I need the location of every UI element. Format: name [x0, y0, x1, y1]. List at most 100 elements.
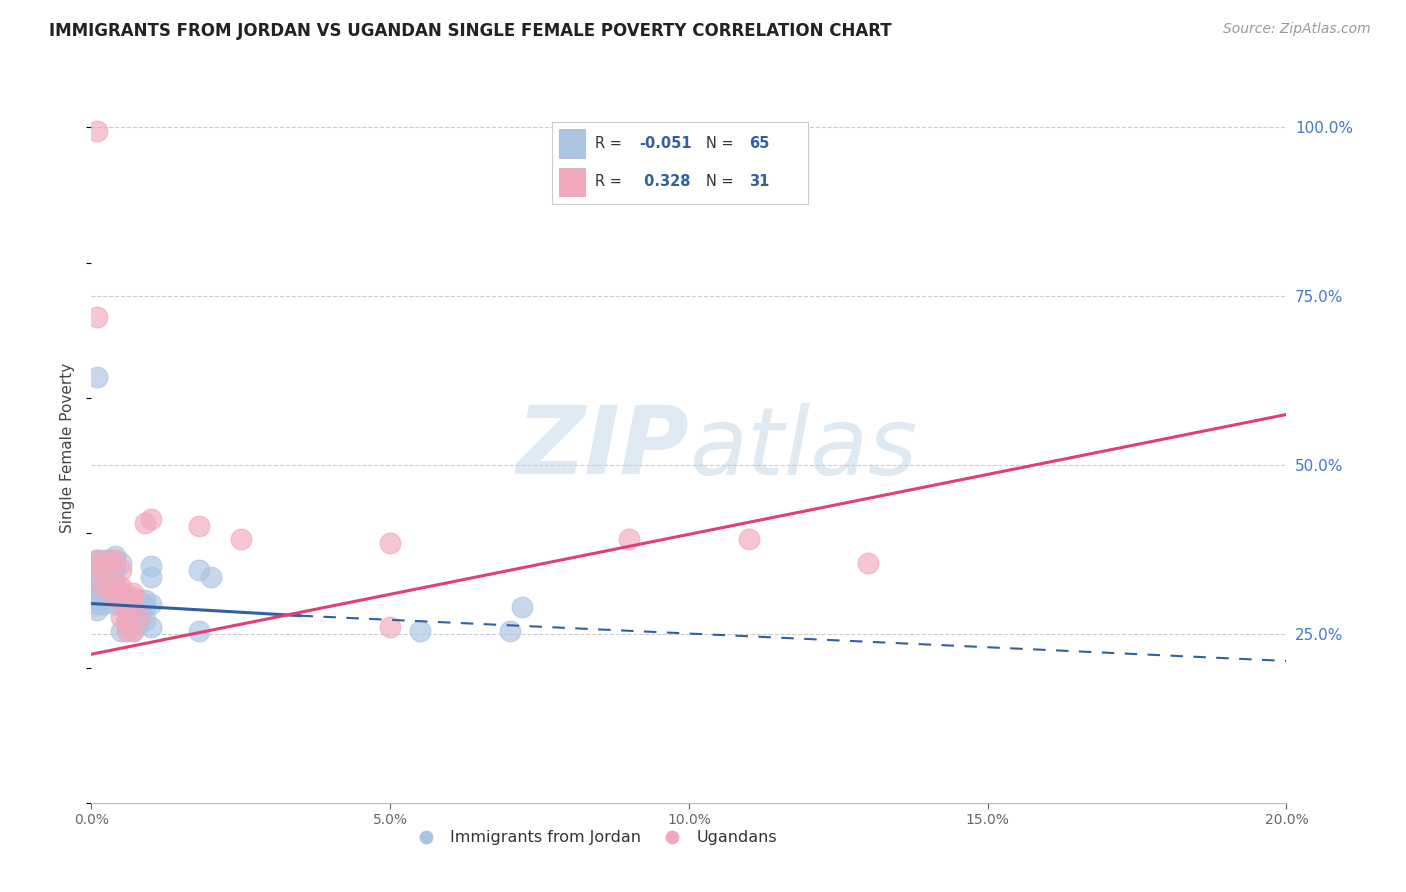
Point — [86, 603, 108, 617]
Point — [134, 516, 156, 530]
Point — [128, 593, 150, 607]
Text: ZIP: ZIP — [516, 402, 689, 494]
Point — [104, 576, 127, 591]
Point — [93, 556, 115, 570]
Point — [86, 559, 108, 574]
Point — [115, 624, 138, 638]
Point — [98, 552, 121, 566]
Point — [122, 586, 145, 600]
Point — [86, 559, 108, 574]
Point — [93, 566, 115, 581]
Point — [141, 559, 163, 574]
Point — [141, 597, 163, 611]
Text: Source: ZipAtlas.com: Source: ZipAtlas.com — [1223, 22, 1371, 37]
Point — [115, 614, 138, 628]
Point — [110, 556, 132, 570]
Point — [122, 603, 145, 617]
Point — [93, 552, 115, 566]
Point — [110, 610, 132, 624]
Point — [499, 624, 522, 638]
Point — [115, 590, 138, 604]
Point — [134, 614, 156, 628]
Point — [86, 590, 108, 604]
Point — [229, 533, 252, 547]
Point — [188, 624, 211, 638]
Point — [98, 559, 121, 574]
Point — [86, 370, 108, 384]
Point — [104, 559, 127, 574]
Point — [128, 603, 150, 617]
Point — [200, 569, 222, 583]
Point — [86, 573, 108, 587]
Point — [93, 566, 115, 581]
Point — [104, 580, 127, 594]
Point — [110, 563, 132, 577]
Point — [737, 533, 759, 547]
Point — [122, 597, 145, 611]
Point — [115, 593, 138, 607]
Point — [86, 593, 108, 607]
Point — [86, 310, 108, 324]
Point — [110, 586, 132, 600]
Point — [128, 616, 150, 631]
Point — [141, 569, 163, 583]
Point — [115, 620, 138, 634]
Point — [122, 590, 145, 604]
Point — [188, 563, 211, 577]
Point — [188, 519, 211, 533]
Point — [86, 559, 108, 574]
Point — [122, 614, 145, 628]
Point — [86, 566, 108, 581]
Point — [98, 552, 121, 566]
Point — [110, 583, 132, 598]
Point — [134, 593, 156, 607]
Point — [86, 580, 108, 594]
Point — [98, 586, 121, 600]
Point — [86, 552, 108, 566]
Point — [86, 552, 108, 566]
Point — [104, 549, 127, 564]
Point — [86, 563, 108, 577]
Point — [409, 624, 432, 638]
Point — [98, 566, 121, 581]
Point — [86, 597, 108, 611]
Point — [86, 124, 108, 138]
Point — [115, 599, 138, 614]
Point — [98, 559, 121, 574]
Point — [86, 580, 108, 594]
Point — [141, 620, 163, 634]
Point — [115, 614, 138, 628]
Point — [122, 603, 145, 617]
Point — [110, 624, 132, 638]
Point — [134, 599, 156, 614]
Y-axis label: Single Female Poverty: Single Female Poverty — [60, 363, 76, 533]
Point — [141, 512, 163, 526]
Point — [104, 552, 127, 566]
Point — [104, 597, 127, 611]
Point — [93, 559, 115, 574]
Point — [86, 556, 108, 570]
Text: IMMIGRANTS FROM JORDAN VS UGANDAN SINGLE FEMALE POVERTY CORRELATION CHART: IMMIGRANTS FROM JORDAN VS UGANDAN SINGLE… — [49, 22, 891, 40]
Legend: Immigrants from Jordan, Ugandans: Immigrants from Jordan, Ugandans — [404, 824, 783, 852]
Point — [93, 580, 115, 594]
Point — [858, 556, 880, 570]
Point — [128, 610, 150, 624]
Point — [619, 533, 641, 547]
Point — [110, 597, 132, 611]
Text: atlas: atlas — [689, 402, 917, 494]
Point — [128, 614, 150, 628]
Point — [380, 620, 402, 634]
Point — [98, 580, 121, 594]
Point — [93, 586, 115, 600]
Point — [510, 599, 533, 614]
Point — [104, 563, 127, 577]
Point — [110, 580, 132, 594]
Point — [115, 603, 138, 617]
Point — [86, 573, 108, 587]
Point — [93, 597, 115, 611]
Point — [86, 573, 108, 587]
Point — [380, 535, 402, 549]
Point — [122, 624, 145, 638]
Point — [93, 569, 115, 583]
Point — [104, 590, 127, 604]
